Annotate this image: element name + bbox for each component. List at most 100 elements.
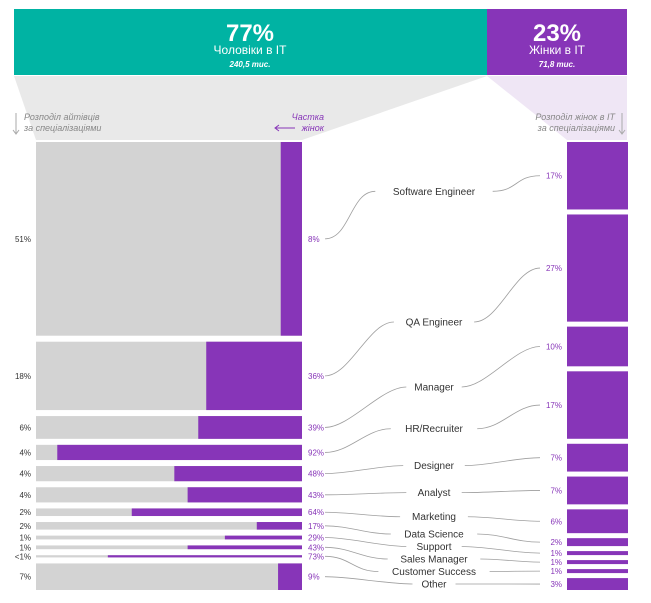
label-women-share-marketing: 64% bbox=[308, 508, 324, 517]
category-label-data-science: Data Science bbox=[404, 529, 464, 540]
bar-women-dist-hr-recruiter bbox=[567, 371, 628, 439]
label-women-share-manager: 39% bbox=[308, 423, 324, 432]
bar-women-dist-sales-manager bbox=[567, 560, 628, 565]
bar-total-data-science bbox=[36, 522, 302, 530]
label-total-marketing: 2% bbox=[19, 508, 31, 517]
connector-left-data-science bbox=[324, 525, 391, 535]
men-percent: 77% bbox=[226, 20, 274, 47]
bar-women-share-manager bbox=[198, 416, 302, 439]
bar-women-dist-analyst bbox=[567, 476, 628, 505]
connector-left-other bbox=[324, 576, 413, 585]
label-total-manager: 6% bbox=[19, 423, 31, 432]
connector-right-qa-engineer bbox=[474, 267, 541, 323]
right-caption-arrowhead bbox=[618, 129, 626, 135]
connector-right-support bbox=[461, 546, 541, 554]
label-women-share-hr-recruiter: 92% bbox=[308, 448, 324, 457]
totals-bar: 77% Чоловіки в IT 240,5 тис. 23% Жінки в… bbox=[14, 9, 627, 75]
label-women-dist-designer: 7% bbox=[550, 454, 562, 463]
label-women-dist-software-engineer: 17% bbox=[546, 172, 562, 181]
connector-right-hr-recruiter bbox=[477, 404, 541, 430]
label-women-dist-sales-manager: 1% bbox=[550, 558, 562, 567]
category-label-customer-success: Customer Success bbox=[392, 567, 476, 578]
label-total-analyst: 4% bbox=[19, 491, 31, 500]
bar-women-dist-software-engineer bbox=[567, 142, 628, 210]
bar-women-share-qa-engineer bbox=[206, 341, 302, 411]
bar-women-share-analyst bbox=[187, 487, 302, 503]
connector-right-designer bbox=[464, 457, 541, 467]
label-total-support: 1% bbox=[19, 534, 31, 543]
category-label-analyst: Analyst bbox=[418, 488, 451, 499]
bar-women-dist-marketing bbox=[567, 509, 628, 534]
women-count: 71,8 тис. bbox=[539, 60, 575, 69]
category-label-hr-recruiter: HR/Recruiter bbox=[405, 424, 463, 435]
label-women-dist-qa-engineer: 27% bbox=[546, 264, 562, 273]
label-women-dist-customer-success: 1% bbox=[550, 567, 562, 576]
bar-women-dist-support bbox=[567, 551, 628, 556]
bar-women-share-customer-success bbox=[107, 555, 302, 558]
bar-women-share-other bbox=[278, 563, 302, 591]
category-label-software-engineer: Software Engineer bbox=[393, 187, 476, 198]
chart-body: 51% 8% 18% 36% 6% 39% 4% 92% 4% 48% 4% 43% 2% 64% 2% 17… bbox=[15, 142, 628, 590]
label-women-share-software-engineer: 8% bbox=[308, 235, 320, 244]
label-women-share-other: 9% bbox=[308, 573, 320, 582]
connector-left-analyst bbox=[324, 492, 407, 496]
men-label: Чоловіки в IT bbox=[214, 43, 288, 57]
label-total-other: 7% bbox=[19, 573, 31, 582]
bar-women-dist-qa-engineer bbox=[567, 214, 628, 322]
label-women-dist-manager: 10% bbox=[546, 342, 562, 351]
label-total-software-engineer: 51% bbox=[15, 235, 31, 244]
label-women-share-customer-success: 73% bbox=[308, 552, 324, 561]
left-caption-arrowhead bbox=[12, 129, 20, 135]
category-label-sales-manager: Sales Manager bbox=[400, 554, 468, 565]
bar-women-share-hr-recruiter bbox=[57, 444, 302, 461]
right-caption-line1: Розподіл жінок в IT bbox=[535, 112, 616, 122]
women-label: Жінки в IT bbox=[529, 43, 586, 57]
label-total-designer: 4% bbox=[19, 470, 31, 479]
label-women-share-analyst: 43% bbox=[308, 491, 324, 500]
connector-left-qa-engineer bbox=[324, 321, 394, 377]
right-caption-line2: за спеціалізаціями bbox=[537, 123, 615, 133]
label-total-sales-manager: 1% bbox=[19, 543, 31, 552]
bar-women-dist-manager bbox=[567, 326, 628, 367]
bar-women-share-support bbox=[224, 535, 302, 540]
men-projection-shape bbox=[14, 76, 487, 140]
bar-total-other bbox=[36, 563, 302, 591]
connector-left-hr-recruiter bbox=[324, 428, 391, 453]
category-label-manager: Manager bbox=[414, 382, 454, 393]
connector-right-analyst bbox=[461, 490, 541, 494]
captions: Розподіл айтівців за спеціалізаціями Час… bbox=[12, 112, 626, 135]
bar-women-dist-data-science bbox=[567, 538, 628, 547]
label-women-dist-marketing: 6% bbox=[550, 517, 562, 526]
label-women-share-qa-engineer: 36% bbox=[308, 372, 324, 381]
connector-right-data-science bbox=[477, 533, 541, 543]
bar-women-dist-customer-success bbox=[567, 569, 628, 574]
connector-left-sales-manager bbox=[324, 546, 388, 560]
label-women-share-sales-manager: 43% bbox=[308, 543, 324, 552]
women-total-bar bbox=[487, 9, 627, 75]
bar-women-dist-designer bbox=[567, 443, 628, 472]
left-caption-line1: Розподіл айтівців bbox=[24, 112, 100, 122]
label-total-customer-success: <1% bbox=[15, 552, 31, 561]
label-total-hr-recruiter: 4% bbox=[19, 448, 31, 457]
women-percent: 23% bbox=[533, 20, 581, 47]
bar-women-share-designer bbox=[174, 466, 302, 482]
label-women-dist-analyst: 7% bbox=[550, 486, 562, 495]
connector-right-sales-manager bbox=[480, 558, 541, 563]
connector-right-software-engineer bbox=[492, 175, 541, 192]
bar-total-software-engineer bbox=[36, 142, 302, 336]
bar-women-share-data-science bbox=[256, 522, 302, 530]
bar-women-share-sales-manager bbox=[187, 545, 302, 550]
label-women-dist-other: 3% bbox=[550, 580, 562, 589]
bar-women-share-software-engineer bbox=[280, 142, 302, 336]
connector-left-manager bbox=[324, 386, 407, 428]
bar-women-dist-other bbox=[567, 578, 628, 591]
connector-left-marketing bbox=[324, 511, 401, 518]
label-women-dist-support: 1% bbox=[550, 549, 562, 558]
label-women-dist-data-science: 2% bbox=[550, 538, 562, 547]
share-caption-arrowhead bbox=[274, 124, 280, 132]
category-label-qa-engineer: QA Engineer bbox=[406, 317, 463, 328]
women-projection-shape bbox=[487, 76, 627, 140]
share-caption-line2: жінок bbox=[301, 123, 325, 133]
connector-right-marketing bbox=[467, 516, 541, 522]
